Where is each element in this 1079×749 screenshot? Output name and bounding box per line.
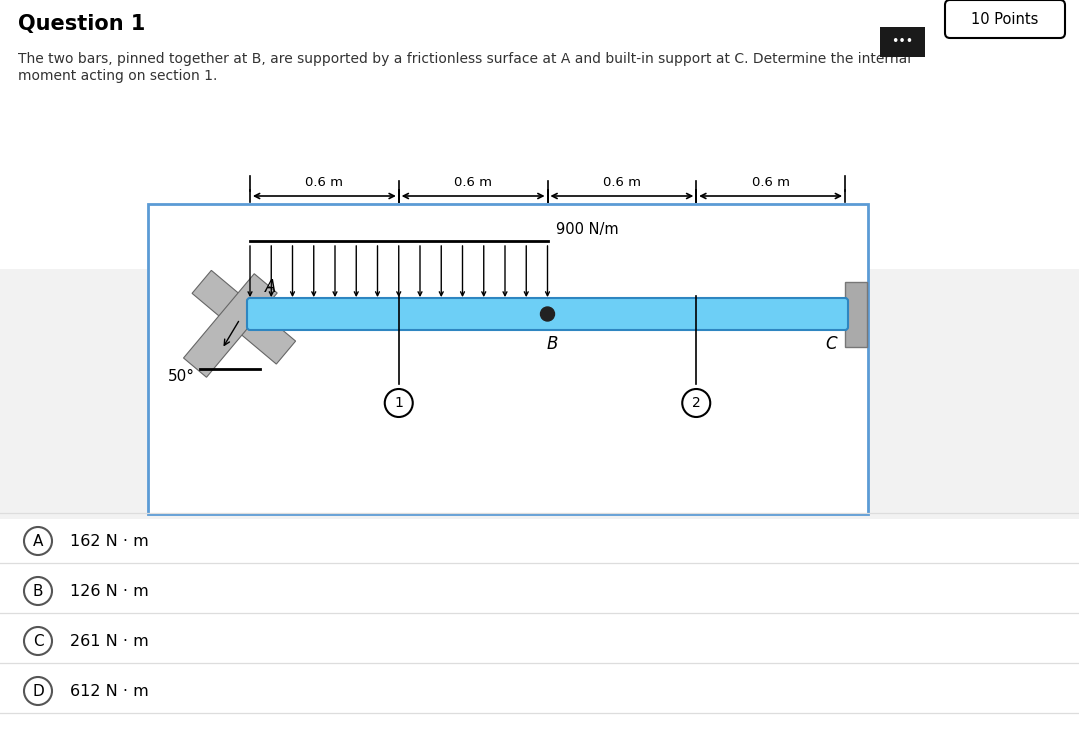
Circle shape (24, 627, 52, 655)
Text: 612 N · m: 612 N · m (70, 684, 149, 699)
Text: A: A (265, 278, 276, 296)
Text: 1: 1 (394, 396, 404, 410)
Bar (0, 0, 1079, 269)
Circle shape (24, 677, 52, 705)
Circle shape (24, 527, 52, 555)
Bar (880, 27, 925, 57)
Text: moment acting on section 1.: moment acting on section 1. (18, 69, 217, 83)
Bar (148, 204, 868, 514)
Circle shape (682, 389, 710, 417)
Text: 10 Points: 10 Points (971, 11, 1039, 26)
Text: 126 N · m: 126 N · m (70, 583, 149, 598)
Text: 900 N/m: 900 N/m (556, 222, 618, 237)
Text: 162 N · m: 162 N · m (70, 533, 149, 548)
Text: 0.6 m: 0.6 m (752, 176, 790, 189)
Text: C: C (825, 335, 837, 353)
Text: The two bars, pinned together at B, are supported by a frictionless surface at A: The two bars, pinned together at B, are … (18, 52, 911, 66)
Polygon shape (192, 270, 296, 364)
Text: •••: ••• (891, 35, 914, 49)
Text: 0.6 m: 0.6 m (603, 176, 641, 189)
FancyBboxPatch shape (945, 0, 1065, 38)
Circle shape (385, 389, 413, 417)
Text: D: D (32, 684, 44, 699)
Bar (0, 519, 1079, 749)
Polygon shape (183, 273, 277, 377)
Text: B: B (547, 335, 558, 353)
FancyBboxPatch shape (247, 298, 848, 330)
Circle shape (24, 577, 52, 605)
Text: 50°: 50° (168, 369, 195, 384)
Text: Question 1: Question 1 (18, 14, 146, 34)
Text: A: A (32, 533, 43, 548)
Text: 0.6 m: 0.6 m (454, 176, 492, 189)
Bar (845, 282, 868, 347)
Text: 0.6 m: 0.6 m (305, 176, 343, 189)
Text: 261 N · m: 261 N · m (70, 634, 149, 649)
Text: C: C (32, 634, 43, 649)
Circle shape (541, 307, 555, 321)
Text: B: B (32, 583, 43, 598)
Text: 2: 2 (692, 396, 700, 410)
